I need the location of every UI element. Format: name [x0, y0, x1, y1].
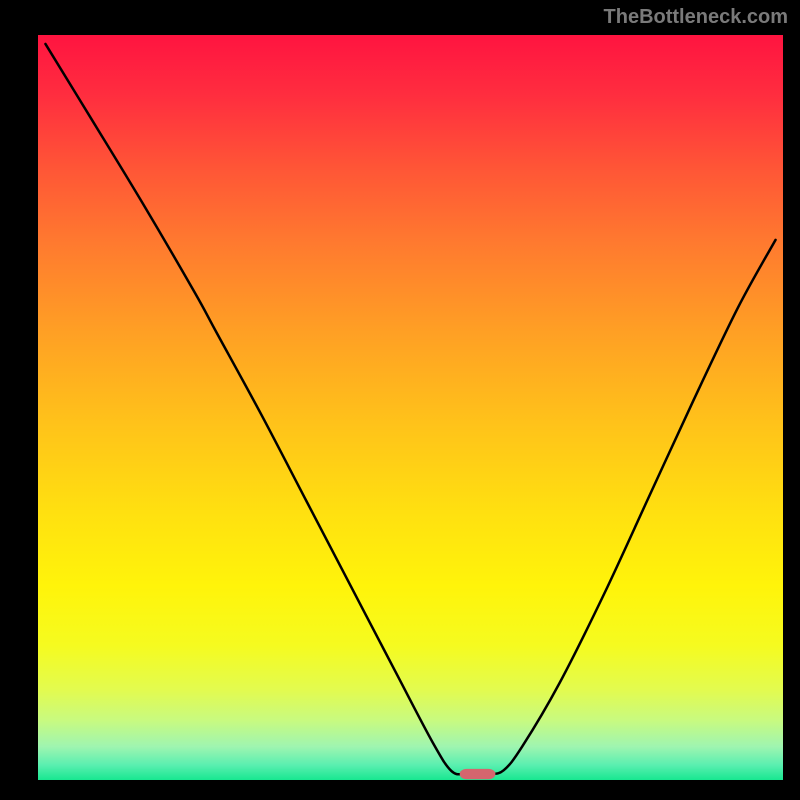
chart-curve-layer [38, 35, 783, 780]
watermark-text: TheBottleneck.com [604, 6, 788, 29]
bottleneck-curve-line [45, 44, 775, 775]
trough-marker [460, 769, 496, 779]
plot-area [38, 35, 783, 780]
